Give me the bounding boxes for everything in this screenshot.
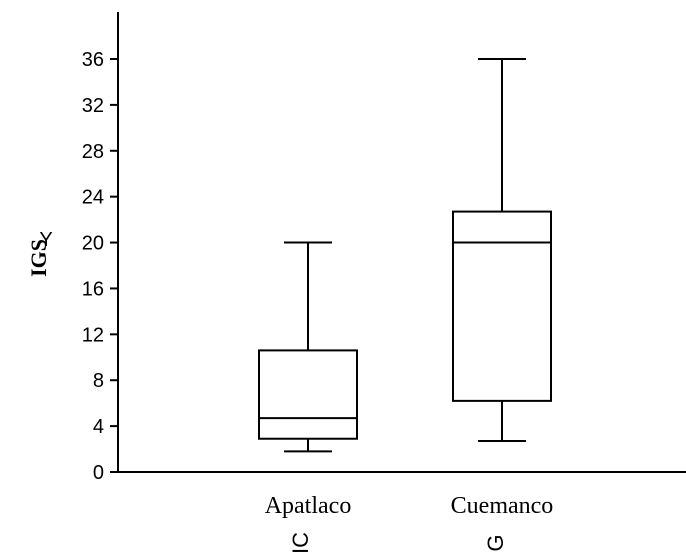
- y-tick-label: 0: [93, 462, 104, 484]
- y-tick-label: 16: [82, 278, 104, 300]
- y-tick-label: 4: [93, 416, 104, 438]
- y-axis-title-mark: Y: [39, 229, 52, 251]
- boxes: [258, 58, 552, 453]
- y-tick-label: 8: [93, 370, 104, 392]
- y-tick-label: 20: [82, 233, 104, 255]
- category-label: Apatlaco: [265, 493, 352, 519]
- y-tick-label: 12: [82, 324, 104, 346]
- axes: [117, 12, 686, 473]
- y-tick-label: 32: [82, 95, 104, 117]
- iqr-box: [258, 349, 358, 440]
- y-tick-label: 24: [82, 187, 104, 209]
- box-apatlaco: [258, 241, 358, 453]
- y-tick-label: 36: [82, 49, 104, 71]
- bottom-fragments: IC G: [288, 532, 508, 554]
- y-tick-label: 28: [82, 141, 104, 163]
- bottom-fragment-label: G: [483, 534, 508, 551]
- box-cuemanco: [452, 58, 552, 443]
- bottom-fragment-label: IC: [288, 532, 313, 554]
- x-labels: Apatlaco Cuemanco: [265, 493, 554, 519]
- y-axis-title: IGS: [26, 239, 51, 277]
- iqr-box: [452, 210, 552, 402]
- category-label: Cuemanco: [451, 493, 554, 519]
- y-ticks: 0 4 8 12 16 20 24 28 32 36: [82, 49, 118, 484]
